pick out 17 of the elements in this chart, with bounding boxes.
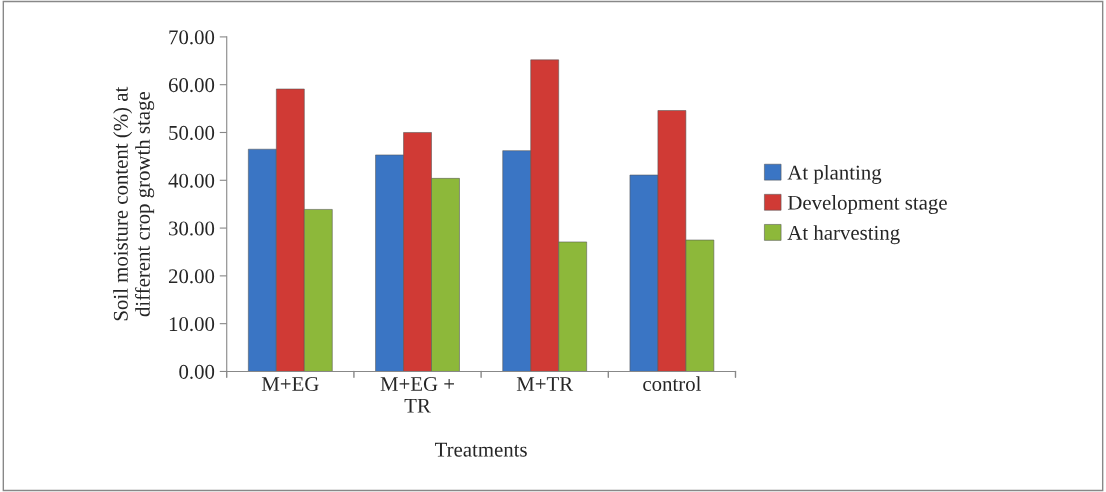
x-tick-label: M+TR xyxy=(516,377,574,391)
y-tick-label: 0.00 xyxy=(179,364,215,379)
legend-label: At harvesting xyxy=(787,225,900,245)
x-tick-label: M+EG xyxy=(261,376,319,391)
y-tick-label: 50.00 xyxy=(169,125,215,141)
x-tick-label: M+EG + TR xyxy=(380,376,454,413)
y-tick-label: 20.00 xyxy=(168,269,215,284)
y-tick-label: 10.00 xyxy=(169,317,215,332)
x-axis-title: Treatments xyxy=(435,442,527,457)
x-tick-label: control xyxy=(643,376,701,391)
y-axis-title: Soil moisture content (%) at different crop growth stage xyxy=(113,86,155,321)
y-tick-label: 30.00 xyxy=(169,221,215,236)
y-tick-label: 60.00 xyxy=(168,78,215,93)
legend-label: Development stage xyxy=(787,195,947,215)
y-tick-label: 70.00 xyxy=(169,30,215,45)
legend-label: At planting xyxy=(787,164,882,184)
y-tick-label: 40.00 xyxy=(168,173,215,188)
